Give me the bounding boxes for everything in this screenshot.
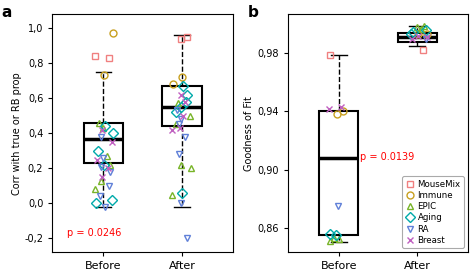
Legend: MouseMix, Immune, EPIC, Aging, RA, Breast: MouseMix, Immune, EPIC, Aging, RA, Breas… [402, 176, 464, 248]
Bar [84, 123, 123, 163]
Bar [398, 33, 437, 42]
Y-axis label: Goodness of Fit: Goodness of Fit [244, 96, 254, 171]
Bar [163, 86, 202, 126]
Text: p = 0.0139: p = 0.0139 [360, 152, 414, 162]
Bar [319, 111, 358, 235]
Text: a: a [2, 4, 12, 20]
Text: p = 0.0246: p = 0.0246 [67, 228, 121, 238]
Y-axis label: Corr with true or RB prop: Corr with true or RB prop [11, 72, 21, 195]
Text: b: b [248, 4, 259, 20]
